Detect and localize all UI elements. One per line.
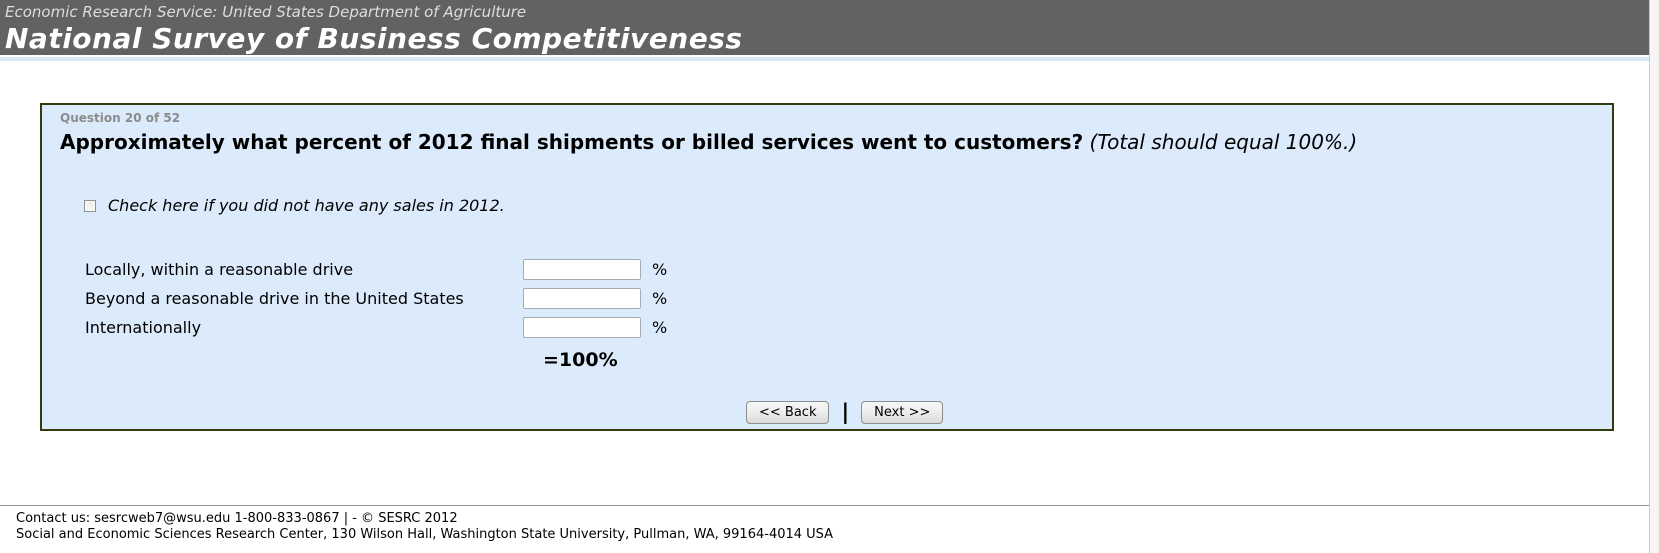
no-sales-label: Check here if you did not have any sales…	[108, 196, 505, 215]
percent-rows: Locally, within a reasonable drive % Bey…	[85, 255, 1602, 342]
footer: Contact us: sesrcweb7@wsu.edu 1-800-833-…	[0, 505, 1659, 543]
question-text-note: (Total should equal 100%.)	[1089, 130, 1358, 154]
header: Economic Research Service: United States…	[0, 0, 1659, 57]
percent-sign: %	[652, 260, 668, 279]
percent-label-locally: Locally, within a reasonable drive	[85, 260, 354, 279]
footer-contact-line: Contact us: sesrcweb7@wsu.edu 1-800-833-…	[16, 511, 458, 526]
no-sales-checkbox[interactable]	[84, 199, 96, 212]
percent-label-beyond-drive: Beyond a reasonable drive in the United …	[85, 289, 464, 308]
percent-label-internationally: Internationally	[85, 318, 202, 337]
percent-input-beyond-drive[interactable]	[523, 288, 641, 309]
percent-row-internationally: Internationally %	[85, 313, 1602, 342]
percent-input-locally[interactable]	[523, 259, 641, 280]
percent-row-beyond-drive: Beyond a reasonable drive in the United …	[85, 284, 1602, 313]
header-accent-stripe	[0, 57, 1659, 61]
agency-line: Economic Research Service: United States…	[5, 3, 527, 21]
question-progress: Question 20 of 52	[60, 111, 181, 125]
percent-sign: %	[652, 289, 668, 308]
button-separator: |	[841, 400, 850, 424]
question-panel: Question 20 of 52 Approximately what per…	[40, 103, 1614, 431]
question-text-main: Approximately what percent of 2012 final…	[60, 130, 1084, 154]
percent-row-locally: Locally, within a reasonable drive %	[85, 255, 1602, 284]
no-sales-row: Check here if you did not have any sales…	[84, 196, 1602, 215]
nav-buttons: << Back | Next >>	[746, 401, 1602, 424]
percent-sign: %	[652, 318, 668, 337]
footer-address-line: Social and Economic Sciences Research Ce…	[16, 527, 834, 542]
next-button[interactable]: Next >>	[861, 401, 944, 424]
question-text: Approximately what percent of 2012 final…	[60, 130, 1602, 154]
percent-input-internationally[interactable]	[523, 317, 641, 338]
total-label: =100%	[543, 349, 618, 371]
survey-title: National Survey of Business Competitiven…	[5, 22, 743, 55]
scrollbar-track[interactable]	[1649, 0, 1659, 553]
back-button[interactable]: << Back	[746, 401, 830, 424]
